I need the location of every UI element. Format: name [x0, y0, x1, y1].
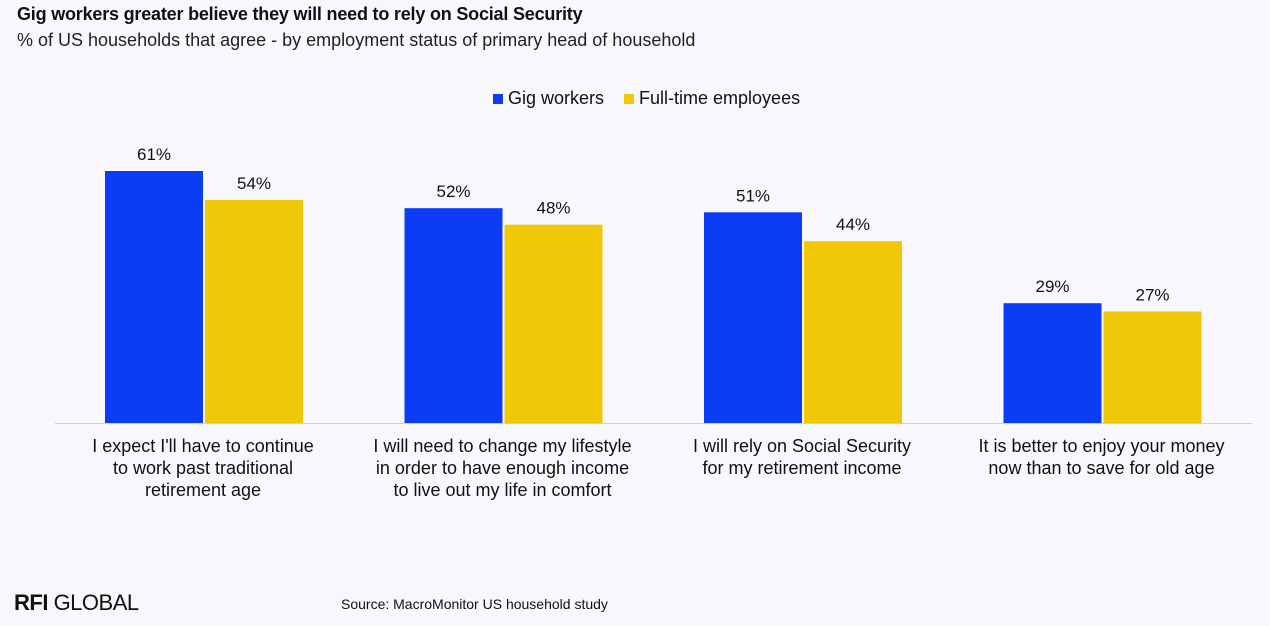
category-label-1: I will need to change my lifestyle in ord… — [353, 435, 653, 501]
legend: Gig workers Full-time employees — [493, 88, 820, 109]
bar-gig-workers-3 — [1003, 303, 1102, 423]
data-label-gig-workers-3: 29% — [1035, 277, 1069, 296]
rfi-global-logo: RFI GLOBAL — [14, 590, 139, 615]
legend-item-full-time-employees: Full-time employees — [624, 88, 800, 109]
data-label-full-time-employees-2: 44% — [836, 215, 870, 234]
category-label-line: to work past traditional — [112, 458, 294, 478]
source-note: Source: MacroMonitor US household study — [341, 596, 608, 612]
data-label-full-time-employees-0: 54% — [237, 174, 271, 193]
bar-full-time-employees-1 — [504, 224, 603, 423]
legend-label-full-time-employees: Full-time employees — [639, 88, 801, 108]
category-label-line: to live out my life in comfort — [393, 480, 612, 500]
chart-title: Gig workers greater believe they will ne… — [17, 4, 583, 24]
category-label-line: for my retirement income — [702, 458, 902, 478]
data-label-gig-workers-2: 51% — [736, 186, 770, 205]
bar-gig-workers-0 — [105, 171, 203, 423]
data-label-gig-workers-0: 61% — [137, 145, 171, 164]
category-label-line: now than to save for old age — [988, 458, 1215, 478]
legend-swatch-gig-workers — [493, 93, 503, 104]
bar-gig-workers-1 — [404, 208, 503, 423]
legend-swatch-full-time-employees — [624, 93, 635, 104]
chart-subtitle: % of US households that agree - by emplo… — [17, 30, 696, 50]
category-label-line: I will rely on Social Security — [692, 436, 912, 456]
category-label-line: I will need to change my lifestyle — [373, 436, 632, 456]
category-label-3: It is better to enjoy your money now than… — [952, 435, 1252, 479]
data-label-full-time-employees-3: 27% — [1135, 285, 1169, 304]
data-label-full-time-employees-1: 48% — [536, 199, 570, 218]
category-label-2: I will rely on Social Security for my ret… — [652, 435, 952, 479]
data-label-gig-workers-1: 52% — [436, 182, 470, 201]
legend-label-gig-workers: Gig workers — [508, 88, 605, 108]
category-label-line: in order to have enough income — [375, 458, 630, 478]
category-label-line: It is better to enjoy your money — [978, 436, 1225, 456]
bar-full-time-employees-3 — [1103, 311, 1202, 423]
category-label-0: I expect I'll have to continue to work pa… — [53, 435, 353, 501]
category-label-line: retirement age — [144, 480, 262, 500]
bar-full-time-employees-2 — [804, 241, 902, 423]
bar-full-time-employees-0 — [205, 199, 303, 423]
legend-item-gig-workers: Gig workers — [493, 88, 604, 109]
bar-gig-workers-2 — [704, 212, 802, 423]
category-label-line: I expect I'll have to continue — [92, 436, 314, 456]
